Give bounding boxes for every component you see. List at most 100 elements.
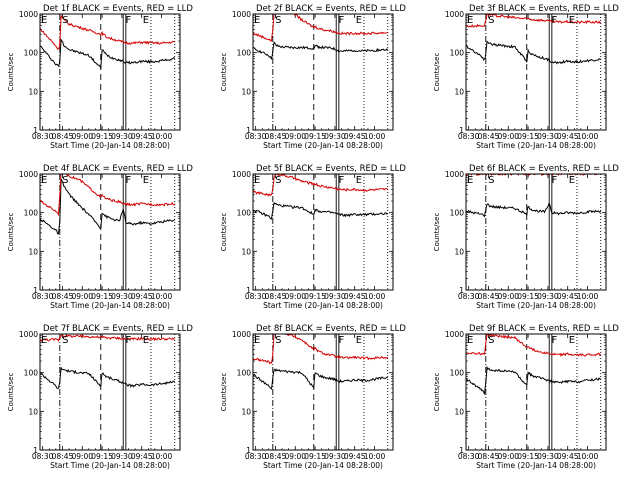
x-tick-label: 09:00 — [284, 292, 306, 301]
phase-marker: E — [41, 335, 47, 346]
x-tick-label: 08:30 — [458, 292, 480, 301]
y-axis-label: Counts/sec — [220, 373, 228, 412]
x-tick-label: 09:30 — [111, 452, 133, 461]
y-tick-label: 10 — [28, 407, 38, 416]
y-axis-label: Counts/sec — [433, 373, 441, 412]
detector-panel-8: Det 8f BLACK = Events, RED = LLD Counts/s… — [220, 324, 406, 470]
series-line-lld — [466, 14, 601, 28]
y-tick-label: 100 — [450, 369, 465, 378]
plot-frame — [465, 13, 607, 131]
x-axis-label: Start Time (20-Jan-14 08:28:00) — [263, 141, 383, 150]
x-tick-label: 09:45 — [131, 132, 153, 141]
y-tick-label: 1 — [459, 446, 464, 455]
phase-marker: F — [552, 15, 558, 26]
x-tick-label: 09:00 — [284, 132, 306, 141]
series-line-events — [253, 41, 388, 60]
phase-marker: E — [143, 175, 149, 186]
y-tick-label: 1 — [246, 446, 251, 455]
chart-title: Det 2f BLACK = Events, RED = LLD — [256, 4, 406, 14]
x-tick-label: 08:30 — [458, 132, 480, 141]
x-tick-label: 09:45 — [344, 132, 366, 141]
x-tick-label: 10:00 — [151, 132, 173, 141]
plot-frame — [465, 333, 607, 451]
plot-frame — [252, 173, 394, 291]
x-tick-label: 08:45 — [265, 452, 287, 461]
series-line-events — [253, 201, 389, 220]
y-tick-label: 100 — [24, 209, 39, 218]
phase-marker: S — [275, 175, 281, 186]
series-line-events — [253, 368, 388, 391]
chart-title: Det 6f BLACK = Events, RED = LLD — [469, 164, 619, 174]
y-tick-label: 100 — [24, 49, 39, 58]
x-axis-label: Start Time (20-Jan-14 08:28:00) — [263, 301, 383, 310]
x-tick-label: 08:45 — [52, 292, 74, 301]
x-tick-label: 10:00 — [364, 452, 386, 461]
x-tick-label: 10:00 — [364, 292, 386, 301]
y-tick-label: 1000 — [19, 10, 38, 19]
y-tick-label: 10 — [241, 247, 251, 256]
x-tick-label: 09:45 — [557, 452, 579, 461]
x-tick-label: 09:00 — [497, 452, 519, 461]
x-tick-label: 09:45 — [344, 292, 366, 301]
y-tick-label: 1 — [33, 126, 38, 135]
x-tick-label: 09:15 — [517, 452, 539, 461]
x-tick-label: 08:45 — [478, 452, 500, 461]
series-line-events — [40, 366, 175, 389]
y-axis-label: Counts/sec — [220, 53, 228, 92]
y-tick-label: 10 — [28, 247, 38, 256]
phase-marker: E — [569, 335, 575, 346]
x-tick-label: 08:30 — [245, 292, 267, 301]
x-tick-label: 09:00 — [71, 292, 93, 301]
y-tick-label: 1000 — [445, 170, 464, 179]
phase-marker: F — [339, 335, 345, 346]
x-tick-label: 09:30 — [111, 292, 133, 301]
y-tick-label: 10 — [454, 247, 464, 256]
y-tick-label: 1 — [33, 286, 38, 295]
x-tick-label: 09:15 — [517, 292, 539, 301]
x-tick-label: 08:45 — [52, 132, 74, 141]
y-tick-label: 1000 — [232, 10, 251, 19]
detector-panel-3: Det 3f BLACK = Events, RED = LLD Counts/s… — [433, 4, 619, 150]
y-tick-label: 10 — [454, 407, 464, 416]
phase-marker: E — [254, 335, 260, 346]
phase-marker: E — [356, 335, 362, 346]
x-tick-label: 08:30 — [245, 452, 267, 461]
y-tick-label: 10 — [454, 87, 464, 96]
x-tick-label: 10:00 — [577, 132, 599, 141]
chart-title: Det 4f BLACK = Events, RED = LLD — [43, 164, 193, 174]
y-axis-label: Counts/sec — [433, 53, 441, 92]
y-tick-label: 10 — [28, 87, 38, 96]
x-tick-label: 10:00 — [577, 292, 599, 301]
y-axis-label: Counts/sec — [7, 53, 15, 92]
x-tick-label: 09:15 — [91, 452, 113, 461]
x-tick-label: 09:30 — [111, 132, 133, 141]
x-tick-label: 09:30 — [537, 132, 559, 141]
phase-marker: E — [467, 15, 473, 26]
y-tick-label: 1 — [459, 126, 464, 135]
x-tick-label: 10:00 — [364, 132, 386, 141]
chart-title: Det 8f BLACK = Events, RED = LLD — [256, 324, 406, 334]
x-tick-label: 08:30 — [458, 452, 480, 461]
phase-marker: E — [356, 15, 362, 26]
phase-marker: F — [552, 335, 558, 346]
y-tick-label: 1 — [246, 126, 251, 135]
detector-panel-2: Det 2f BLACK = Events, RED = LLD Counts/s… — [220, 4, 406, 150]
series-line-events — [40, 178, 175, 235]
y-tick-label: 100 — [237, 209, 252, 218]
phase-marker: S — [62, 335, 68, 346]
phase-marker: E — [467, 175, 473, 186]
series-line-lld — [253, 174, 389, 197]
phase-marker: E — [143, 335, 149, 346]
x-tick-label: 08:30 — [32, 132, 54, 141]
x-tick-label: 08:30 — [32, 292, 54, 301]
x-tick-label: 10:00 — [151, 292, 173, 301]
chart-title: Det 1f BLACK = Events, RED = LLD — [43, 4, 193, 14]
x-axis-label: Start Time (20-Jan-14 08:28:00) — [476, 141, 596, 150]
y-tick-label: 1000 — [445, 330, 464, 339]
detector-panel-5: Det 5f BLACK = Events, RED = LLD Counts/s… — [220, 164, 406, 310]
x-axis-label: Start Time (20-Jan-14 08:28:00) — [476, 461, 596, 470]
phase-marker: S — [62, 175, 68, 186]
phase-marker: F — [552, 175, 558, 186]
x-tick-label: 09:30 — [324, 452, 346, 461]
